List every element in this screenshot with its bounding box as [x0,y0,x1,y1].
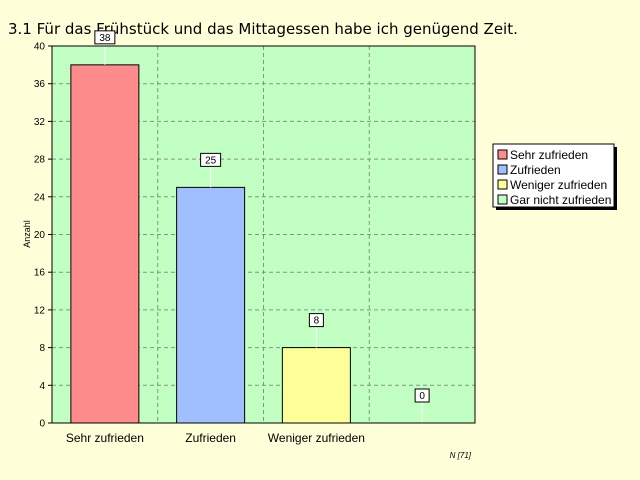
data-label-box [94,30,116,45]
bar [70,64,140,424]
y-tick-label: 16 [34,268,46,279]
y-tick-label: 28 [34,155,46,166]
legend-label: Sehr zufrieden [510,148,588,162]
y-tick-label: 36 [34,79,46,90]
y-tick-label: 40 [34,42,46,53]
legend [492,143,615,208]
y-tick-label: 8 [39,343,45,354]
chart-title: 3.1 Für das Frühstück und das Mittagesse… [8,20,518,38]
y-tick-label: 12 [34,305,46,316]
y-tick-label: 24 [34,192,46,203]
y-tick-label: 32 [34,117,46,128]
legend-swatch [497,194,508,205]
legend-swatch [497,179,508,190]
y-axis-title: Anzahl [22,220,32,248]
data-label-box [308,313,324,328]
data-label: 8 [314,316,320,327]
bar [281,347,351,424]
bar [176,186,246,424]
data-label: 0 [419,391,425,402]
y-tick-label: 4 [39,381,45,392]
data-label-box [414,388,430,403]
legend-label: Weniger zufrieden [510,178,607,192]
y-tick-label: 0 [39,419,45,430]
legend-label: Gar nicht zufrieden [510,193,611,207]
y-tick-label: 20 [34,230,46,241]
data-label: 25 [205,155,217,166]
x-tick-label: Weniger zufrieden [268,431,365,445]
data-label: 38 [99,33,111,44]
data-label-box [200,152,222,167]
sample-size-note: N [71] [450,451,472,460]
legend-swatch [497,149,508,160]
legend-swatch [497,164,508,175]
legend-label: Zufrieden [510,163,561,177]
x-tick-label: Zufrieden [185,431,236,445]
x-tick-label: Sehr zufrieden [66,431,144,445]
